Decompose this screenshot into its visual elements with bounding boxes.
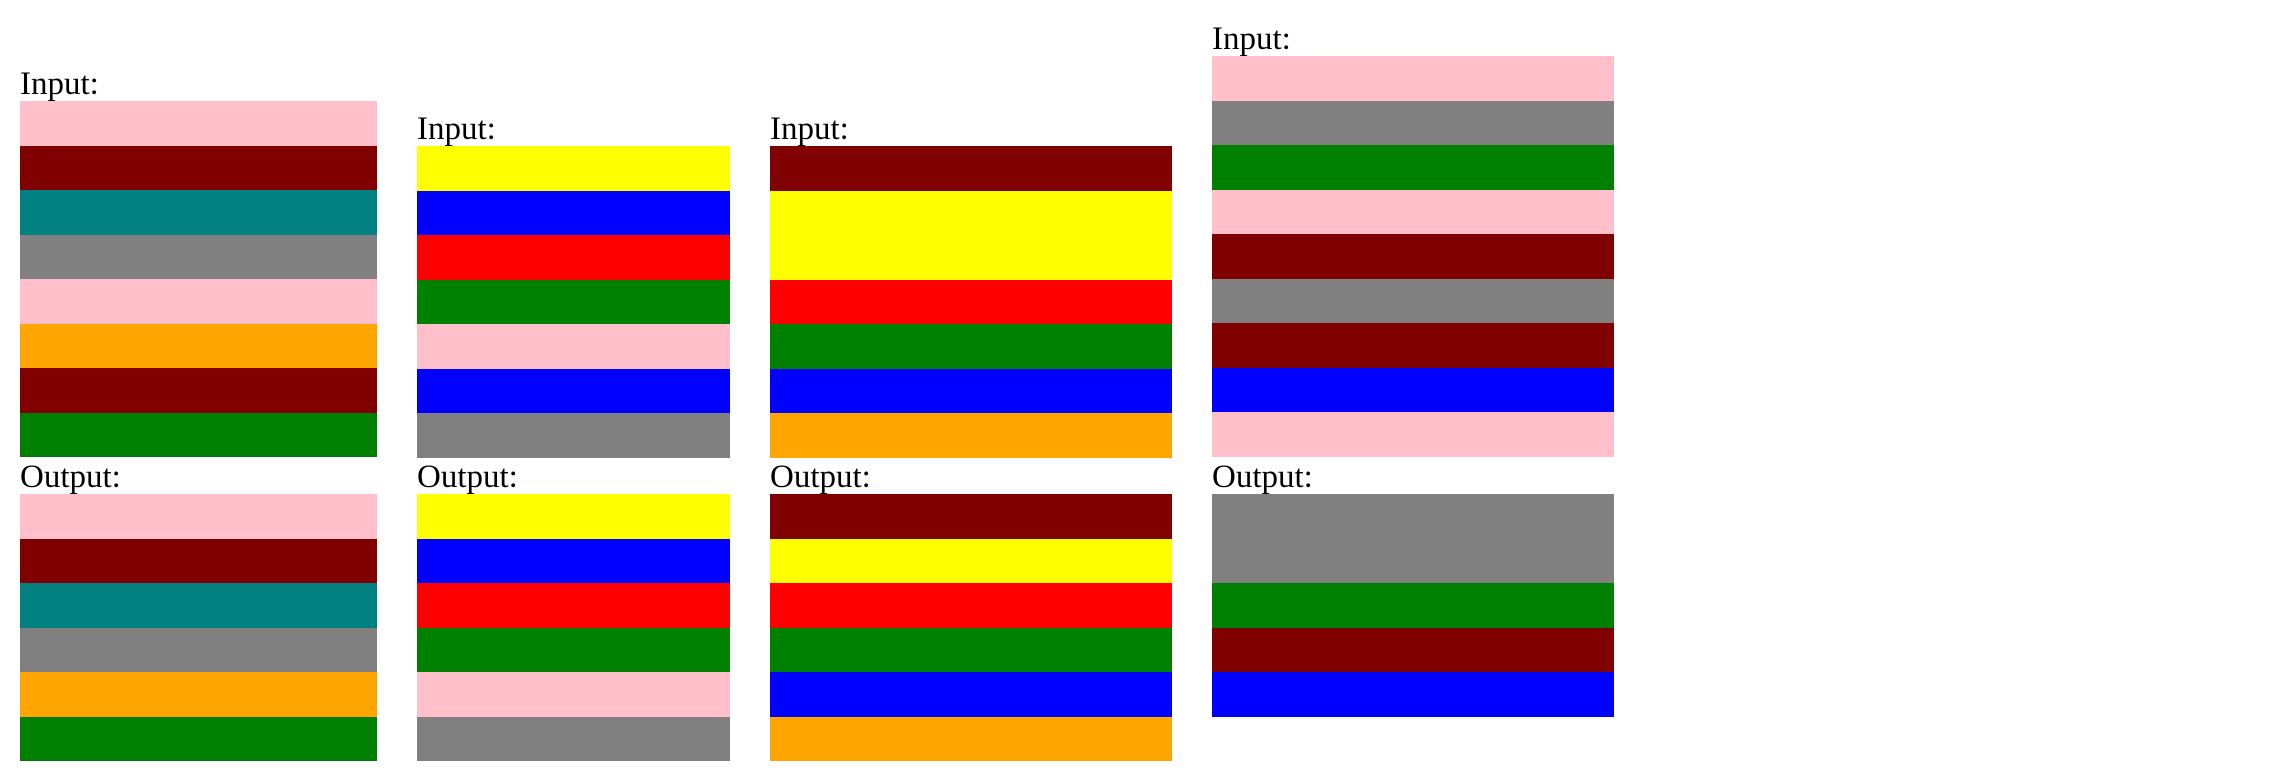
- orange-band: [770, 413, 1172, 458]
- gray-band: [1212, 100, 1614, 145]
- output-grid: [20, 494, 377, 761]
- input-grid: [20, 101, 377, 457]
- green-band: [770, 627, 1172, 672]
- orange-band: [20, 323, 377, 368]
- green-band: [1212, 583, 1614, 628]
- blue-band: [1212, 367, 1614, 412]
- green-band: [770, 324, 1172, 369]
- maroon-band: [20, 538, 377, 583]
- green-band: [1212, 145, 1614, 190]
- orange-band: [770, 716, 1172, 761]
- red-band: [417, 583, 730, 628]
- red-band: [770, 583, 1172, 628]
- maroon-band: [1212, 627, 1614, 672]
- pink-band: [20, 279, 377, 324]
- blue-band: [1212, 672, 1614, 717]
- yellow-band: [417, 494, 730, 539]
- green-band: [417, 627, 730, 672]
- pink-band: [1212, 189, 1614, 234]
- pink-band: [1212, 56, 1614, 101]
- input-label: Input:: [417, 111, 496, 147]
- yellow-band: [417, 146, 730, 191]
- input-grid: [1212, 56, 1614, 457]
- output-grid: [770, 494, 1172, 761]
- input-label: Input:: [1212, 21, 1291, 57]
- yellow-band: [770, 538, 1172, 583]
- gray-band: [1212, 278, 1614, 323]
- output-label: Output:: [417, 459, 518, 495]
- input-grid: [770, 146, 1172, 458]
- output-grid: [1212, 494, 1614, 717]
- example-2: Input: Output:: [417, 0, 730, 772]
- pink-band: [20, 494, 377, 539]
- output-label: Output:: [770, 459, 871, 495]
- pink-band: [417, 672, 730, 717]
- gray-band: [20, 234, 377, 279]
- blue-band: [770, 672, 1172, 717]
- input-label: Input:: [20, 66, 99, 102]
- orange-band: [20, 672, 377, 717]
- maroon-band: [1212, 323, 1614, 368]
- input-grid: [417, 146, 730, 458]
- output-label: Output:: [1212, 459, 1313, 495]
- output-label: Output:: [20, 459, 121, 495]
- teal-band: [20, 190, 377, 235]
- maroon-band: [20, 145, 377, 190]
- green-band: [20, 716, 377, 761]
- green-band: [20, 412, 377, 457]
- example-4: Input: Output:: [1212, 0, 1614, 772]
- gray-band: [417, 413, 730, 458]
- example-3: Input: Output:: [770, 0, 1172, 772]
- red-band: [417, 235, 730, 280]
- pink-band: [417, 324, 730, 369]
- input-label: Input:: [770, 111, 849, 147]
- maroon-band: [770, 146, 1172, 191]
- gray-band: [20, 627, 377, 672]
- red-band: [770, 279, 1172, 324]
- maroon-band: [1212, 234, 1614, 279]
- example-1: Input: Output:: [20, 0, 377, 772]
- green-band: [417, 279, 730, 324]
- output-grid: [417, 494, 730, 761]
- pink-band: [20, 101, 377, 146]
- maroon-band: [20, 368, 377, 413]
- pink-band: [1212, 412, 1614, 457]
- blue-band: [417, 190, 730, 235]
- maroon-band: [770, 494, 1172, 539]
- teal-band: [20, 583, 377, 628]
- gray-band: [1212, 494, 1614, 583]
- blue-band: [417, 368, 730, 413]
- blue-band: [417, 538, 730, 583]
- blue-band: [770, 368, 1172, 413]
- gray-band: [417, 716, 730, 761]
- yellow-band: [770, 190, 1172, 280]
